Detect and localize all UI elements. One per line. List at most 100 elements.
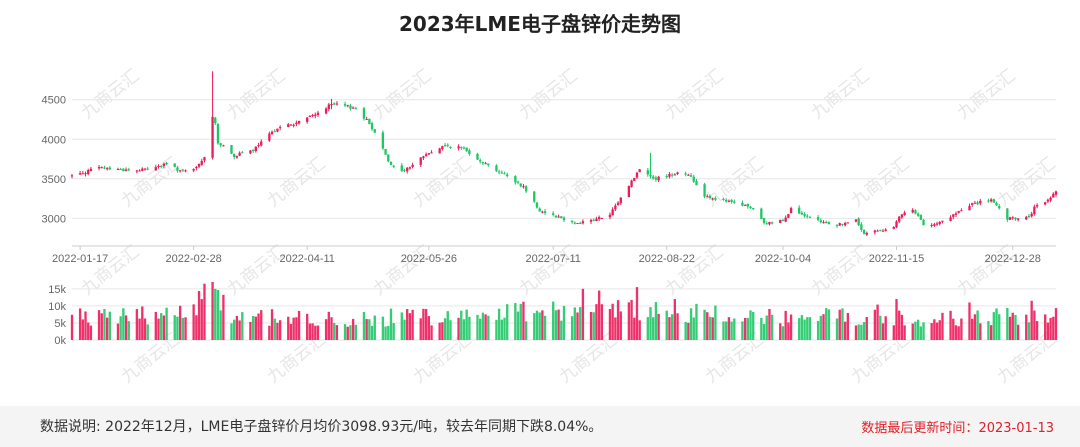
candle-body (343, 103, 347, 106)
volume-bar (524, 321, 528, 340)
volume-bar (270, 309, 274, 340)
candle-body (649, 174, 652, 177)
candle-body (138, 170, 141, 172)
candle-body (703, 184, 706, 197)
candle-body (122, 168, 125, 172)
volume-bar (941, 312, 944, 340)
candle-body (308, 116, 312, 118)
candle-body (373, 129, 376, 133)
candle-body (541, 211, 544, 213)
volume-bar (554, 310, 558, 340)
volume-bar (292, 317, 295, 340)
price-tick-label: 4500 (42, 95, 66, 107)
candle-body (1008, 217, 1012, 220)
candle-body (760, 208, 763, 219)
volume-bar (522, 301, 525, 340)
volume-bar (998, 314, 1001, 340)
volume-bar (408, 313, 412, 340)
volume-bar (160, 313, 163, 340)
candle-body (822, 222, 825, 224)
candle-body (860, 224, 863, 230)
volume-bar (251, 316, 255, 340)
candle-body (197, 163, 201, 167)
candle-body (103, 167, 106, 169)
volume-bar (592, 312, 595, 340)
volume-bar (914, 321, 917, 340)
volume-bar (278, 320, 282, 340)
volume-bar (514, 302, 517, 340)
volume-bar (184, 317, 187, 340)
candle-body (727, 200, 731, 202)
volume-bar (952, 318, 955, 340)
candle-body (254, 146, 257, 152)
volume-bar (541, 310, 544, 340)
volume-bar (862, 322, 866, 340)
candle-body (789, 208, 793, 214)
volume-bar (370, 325, 374, 340)
candle-body (516, 181, 520, 183)
candle-body (560, 216, 563, 219)
volume-bar (481, 312, 485, 340)
candle-body (430, 152, 433, 154)
candle-body (581, 221, 585, 224)
candle-body (543, 211, 547, 214)
candle-body (1014, 217, 1017, 220)
volume-bar (138, 318, 141, 340)
volume-bar (327, 311, 330, 340)
candle-body (538, 208, 541, 212)
candle-body (146, 168, 149, 170)
candle-body (784, 217, 787, 222)
candle-body (349, 105, 352, 109)
volume-bar (503, 317, 506, 340)
candle-body (292, 124, 295, 126)
candle-body (462, 147, 466, 149)
volume-bar (1033, 310, 1036, 340)
volume-bar (214, 288, 217, 340)
candle-body (200, 160, 203, 165)
volume-bar (676, 313, 679, 340)
candle-body (424, 154, 428, 157)
candle-body (484, 163, 487, 165)
volume-bar (306, 313, 309, 340)
candle-body (900, 214, 904, 218)
volume-bar (308, 323, 312, 340)
volume-bar (249, 321, 252, 340)
volume-bar (1016, 324, 1020, 340)
volume-bar (573, 307, 576, 340)
volume-bar (654, 302, 658, 340)
candle-body (162, 163, 166, 167)
candle-body (646, 170, 649, 175)
volume-bar (122, 308, 125, 340)
candle-body (673, 174, 677, 176)
candle-body (979, 200, 982, 204)
candle-body (268, 133, 271, 141)
candle-body (506, 174, 509, 177)
candle-body (873, 230, 877, 233)
volume-bar (600, 304, 604, 340)
candle-body (976, 202, 979, 205)
volume-bar (1052, 316, 1055, 340)
volume-bar (351, 318, 355, 340)
candle-body (843, 222, 847, 226)
candle-body (165, 162, 168, 165)
candle-body (479, 160, 482, 162)
price-gridlines (72, 99, 1056, 247)
volume-bar (535, 310, 539, 340)
candle-body (695, 181, 698, 186)
volume-bar (1027, 322, 1031, 340)
candle-body (668, 174, 671, 177)
candle-body (157, 165, 160, 167)
volume-bar (784, 310, 787, 340)
volume-bar (154, 311, 157, 340)
candle-body (476, 153, 479, 160)
volume-bar (273, 318, 276, 340)
candle-body (881, 230, 885, 232)
volume-bar (816, 321, 820, 340)
volume-bar (595, 304, 598, 340)
candle-body (495, 165, 498, 172)
candle-body (616, 202, 620, 205)
candle-body (1049, 197, 1052, 201)
volume-bar (89, 325, 93, 340)
volume-bar (898, 310, 901, 340)
last-update: 数据最后更新时间：2023-01-13 (861, 417, 1054, 436)
